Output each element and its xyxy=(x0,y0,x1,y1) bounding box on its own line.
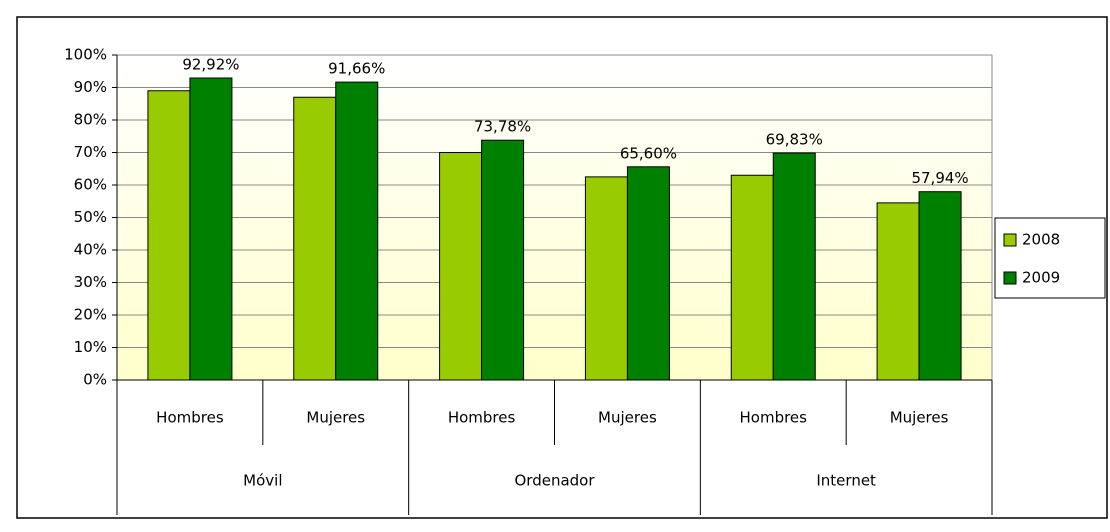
legend-label: 2009 xyxy=(1022,269,1060,287)
bar xyxy=(189,77,233,381)
data-label: 57,94% xyxy=(911,169,968,187)
x-tick-label: Mujeres xyxy=(598,409,657,427)
y-tick-label: 90% xyxy=(74,78,107,96)
bar xyxy=(439,152,483,381)
y-tick-label: 10% xyxy=(74,338,107,356)
bar xyxy=(293,96,337,381)
x-tick-label: Hombres xyxy=(448,409,516,427)
y-tick-label: 70% xyxy=(74,143,107,161)
group-label: Móvil xyxy=(243,472,282,490)
data-label: 73,78% xyxy=(474,118,531,136)
y-tick-label: 50% xyxy=(74,208,107,226)
x-tick-label: Mujeres xyxy=(890,409,949,427)
x-tick-label: Hombres xyxy=(740,409,808,427)
group-label: Internet xyxy=(816,472,876,490)
y-tick-label: 20% xyxy=(74,306,107,324)
data-label: 92,92% xyxy=(182,56,239,74)
y-tick-label: 60% xyxy=(74,176,107,194)
x-tick-label: Mujeres xyxy=(306,409,365,427)
bar xyxy=(626,166,670,381)
bar xyxy=(481,139,525,381)
legend-swatch xyxy=(1003,271,1017,285)
y-tick-label: 30% xyxy=(74,273,107,291)
legend-box xyxy=(994,217,1106,299)
legend-swatch xyxy=(1003,233,1017,247)
y-tick-label: 100% xyxy=(64,46,107,64)
x-tick-label: Hombres xyxy=(156,409,224,427)
bar xyxy=(730,174,774,381)
bar xyxy=(772,152,816,381)
bar xyxy=(918,191,962,381)
group-label: Ordenador xyxy=(514,472,595,490)
legend-label: 2008 xyxy=(1022,231,1060,249)
y-tick-label: 40% xyxy=(74,241,107,259)
data-label: 69,83% xyxy=(766,131,823,149)
bar xyxy=(584,176,628,381)
y-tick-label: 80% xyxy=(74,111,107,129)
bar xyxy=(335,81,379,381)
bar xyxy=(876,202,920,381)
y-tick-label: 0% xyxy=(83,371,107,389)
data-label: 65,60% xyxy=(620,144,677,162)
data-label: 91,66% xyxy=(328,60,385,78)
bar xyxy=(147,90,191,381)
